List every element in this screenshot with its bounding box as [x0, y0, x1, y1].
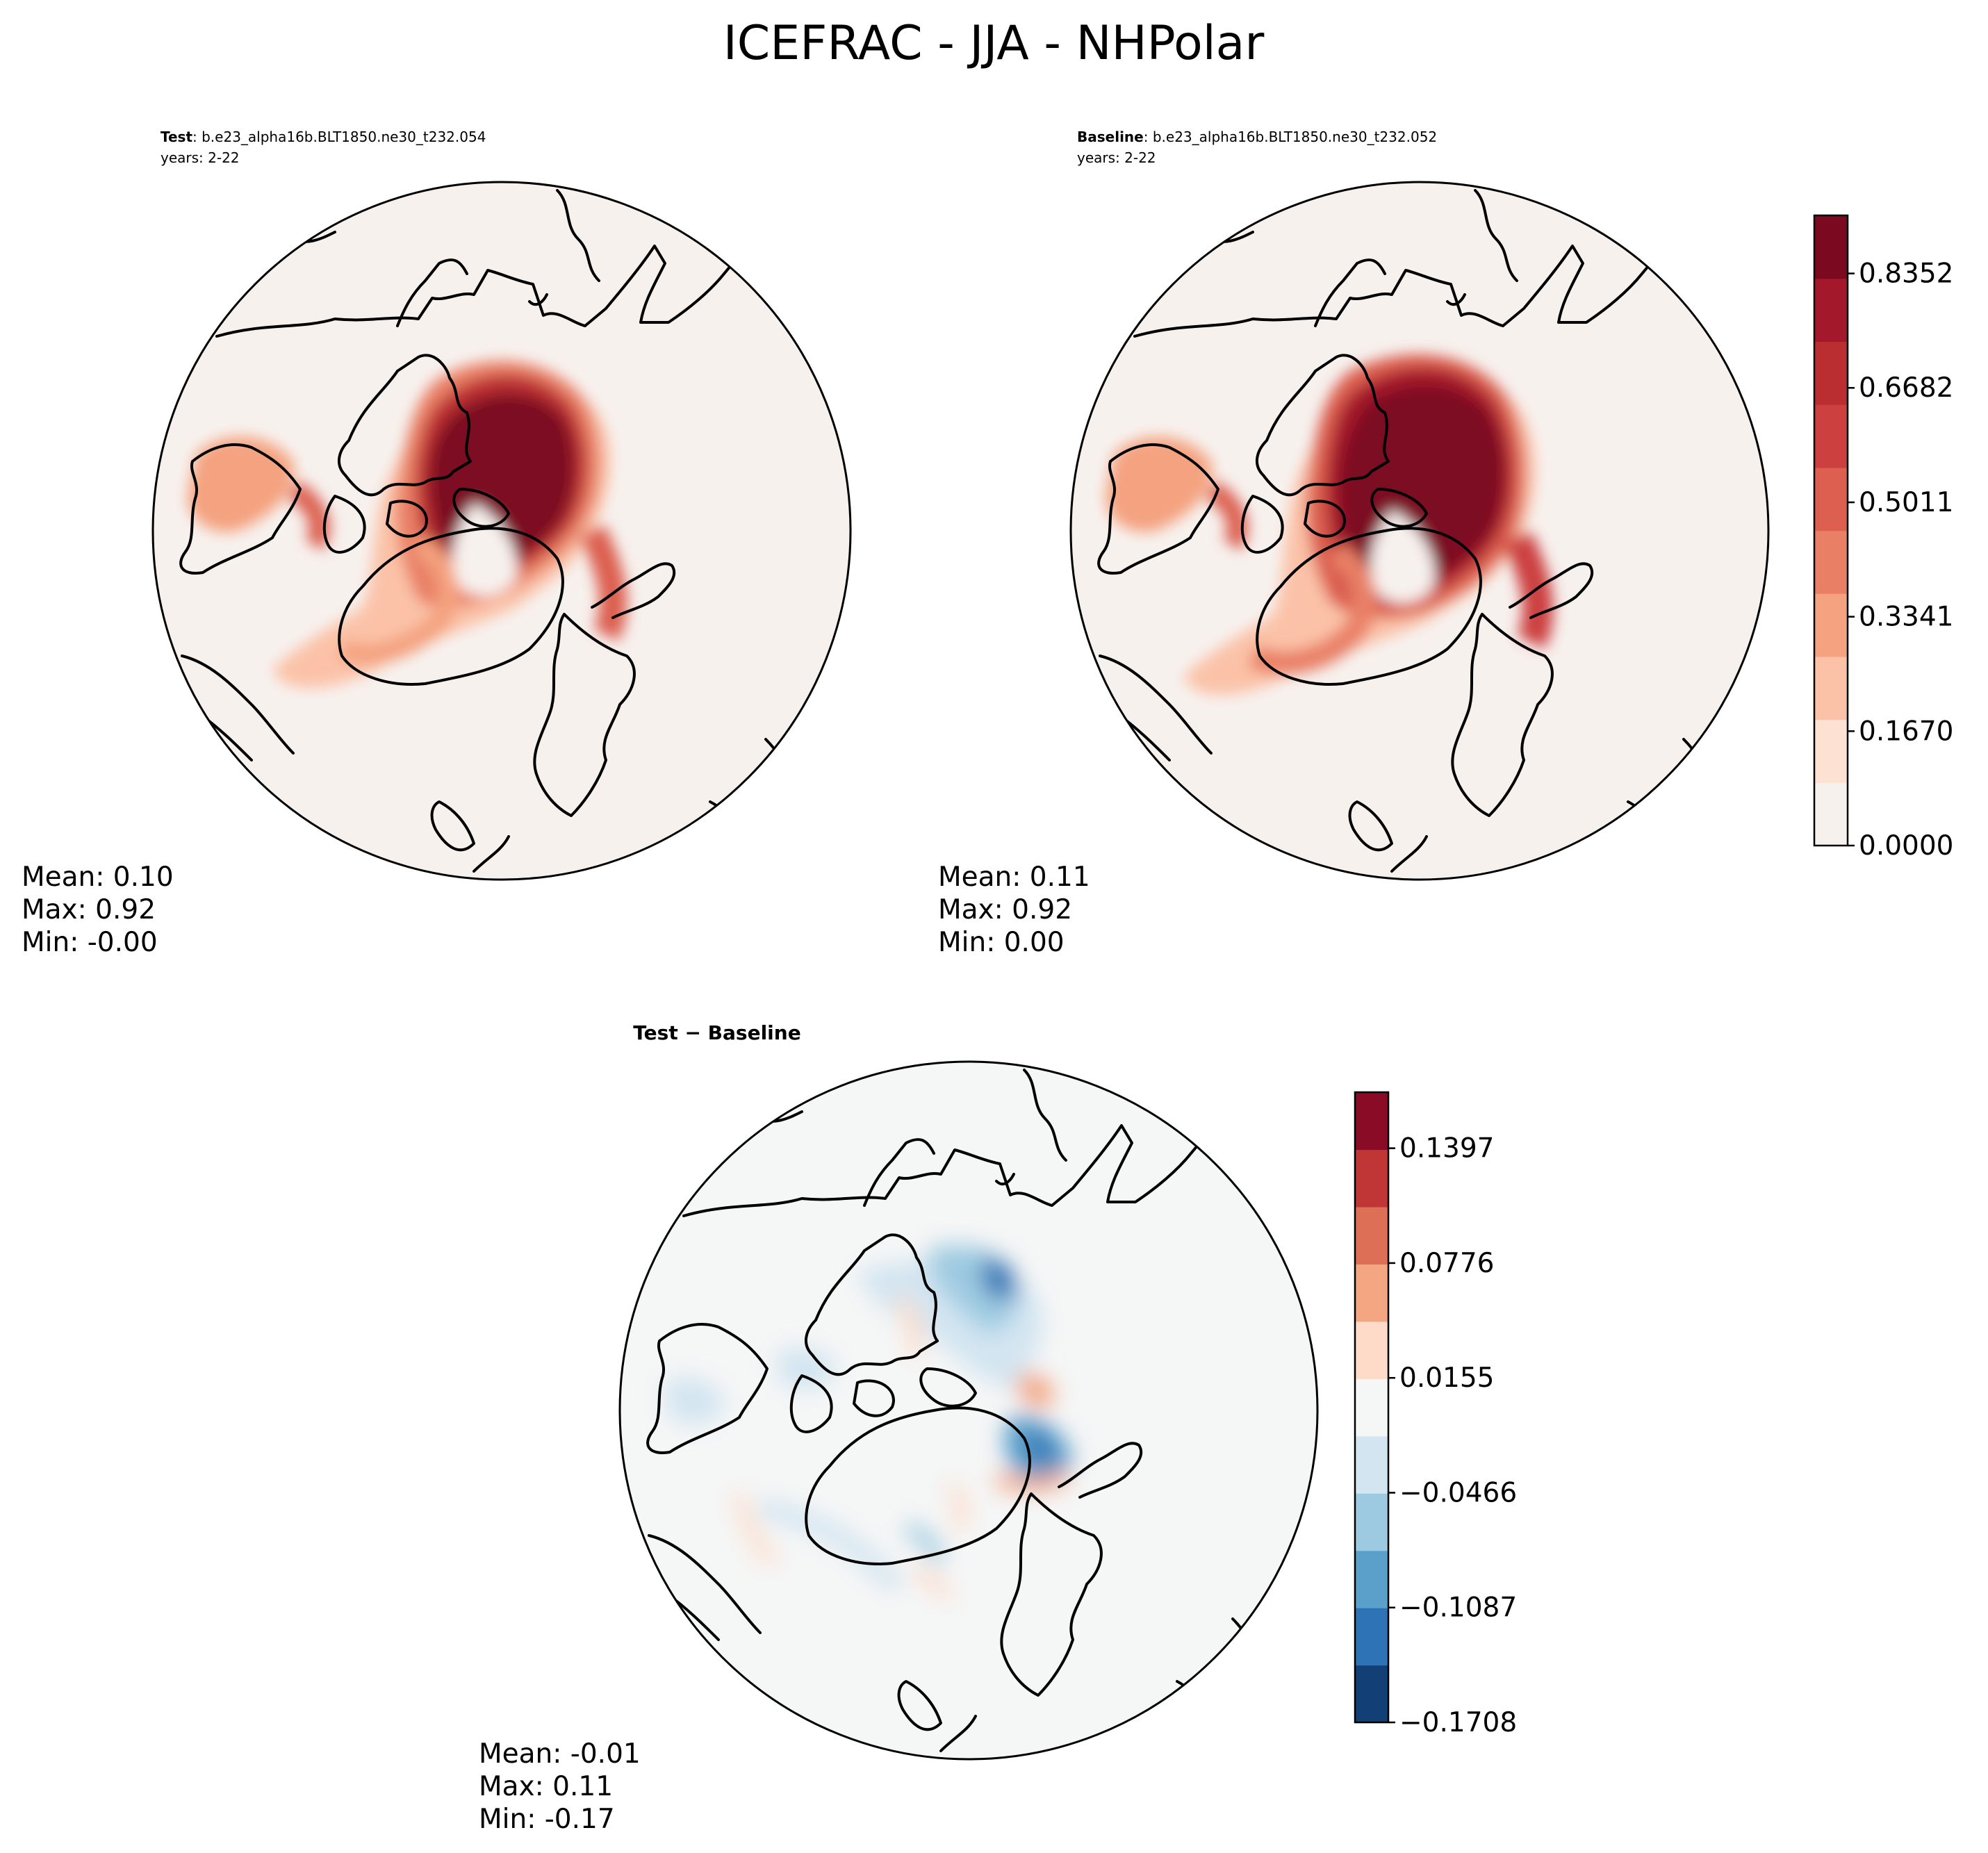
difference-colorbar-tick-label: 0.0776 — [1399, 1248, 1494, 1279]
difference-colorbar-tick-label: −0.1708 — [1399, 1707, 1517, 1738]
icefrac-colorbar-segment — [1814, 782, 1848, 846]
difference-stat-max: Max: 0.11 — [479, 1771, 613, 1802]
difference-colorbar-segment — [1355, 1493, 1388, 1551]
difference-title: Test − Baseline — [633, 1021, 800, 1044]
icefrac-colorbar-outline — [1813, 214, 1849, 847]
difference-colorbar-tick-label: −0.0466 — [1399, 1477, 1517, 1508]
baseline-years: years: 2-22 — [1077, 149, 1156, 166]
baseline-stat-max: Max: 0.92 — [938, 894, 1072, 925]
difference-map — [618, 1060, 1319, 1761]
difference-stat-min: Min: -0.17 — [479, 1804, 615, 1835]
baseline-stat-min: Min: 0.00 — [938, 927, 1065, 958]
difference-colorbar-segment — [1355, 1550, 1388, 1608]
icefrac-colorbar-segment — [1814, 404, 1848, 468]
difference-colorbar-tick-label: 0.1397 — [1399, 1133, 1494, 1164]
icefrac-colorbar-tick-label: 0.8352 — [1859, 258, 1953, 290]
icefrac-colorbar-tick-label: 0.3341 — [1859, 602, 1953, 633]
icefrac-colorbar-segment — [1814, 215, 1848, 279]
baseline-map-boundary — [1069, 181, 1770, 881]
baseline-ice-field — [1097, 189, 1761, 873]
baseline-run-label: Baseline: b.e23_alpha16b.BLT1850.ne30_t2… — [1077, 129, 1437, 145]
test-stat-max: Max: 0.92 — [22, 894, 156, 925]
difference-colorbar-segment — [1355, 1206, 1388, 1265]
test-run-label: Test: b.e23_alpha16b.BLT1850.ne30_t232.0… — [161, 129, 486, 145]
difference-colorbar-segment — [1355, 1435, 1388, 1494]
difference-map-background — [620, 1062, 1317, 1759]
icefrac-colorbar-segment — [1814, 341, 1848, 405]
difference-colorbar-segment — [1355, 1149, 1388, 1208]
difference-colorbar-outline — [1354, 1091, 1390, 1724]
baseline-label-bold: Baseline — [1077, 129, 1144, 145]
test-stat-mean: Mean: 0.10 — [22, 862, 174, 893]
icefrac-colorbar-tick-label: 0.5011 — [1859, 487, 1953, 518]
difference-field — [646, 1069, 1311, 1752]
test-panel: Test: b.e23_alpha16b.BLT1850.ne30_t232.0… — [22, 129, 852, 958]
icefrac-colorbar-tick-label: 0.1670 — [1859, 716, 1953, 747]
baseline-stat-mean: Mean: 0.11 — [938, 862, 1090, 893]
icefrac-colorbar: 0.0000 0.1670 0.3341 0.5011 0.6682 0.8352 — [1813, 214, 1953, 862]
difference-colorbar-tick-label: 0.0155 — [1399, 1362, 1494, 1394]
icefrac-colorbar-segment — [1814, 467, 1848, 532]
icefrac-colorbar-segment — [1814, 278, 1848, 342]
difference-panel: Test − Baseline — [479, 1021, 1319, 1835]
difference-colorbar-segment — [1355, 1665, 1388, 1723]
test-label-bold: Test — [161, 129, 192, 145]
figure-title: ICEFRAC - JJA - NHPolar — [723, 16, 1265, 71]
icefrac-colorbar-segment — [1814, 656, 1848, 720]
difference-colorbar-segment — [1355, 1321, 1388, 1379]
icefrac-colorbar-segment — [1814, 530, 1848, 594]
icefrac-colorbar-segment — [1814, 719, 1848, 783]
icefrac-colorbar-segment — [1814, 593, 1848, 657]
difference-colorbar-tick-label: −0.1087 — [1399, 1592, 1517, 1624]
icefrac-colorbar-tick-label: 0.6682 — [1859, 372, 1953, 404]
difference-stat-mean: Mean: -0.01 — [479, 1738, 641, 1770]
icefrac-colorbar-tick-label: 0.0000 — [1859, 830, 1953, 862]
difference-map-boundary — [618, 1060, 1319, 1761]
test-stat-min: Min: -0.00 — [22, 927, 158, 958]
difference-colorbar: −0.1708 −0.1087 −0.0466 0.0155 0.0776 0.1397 — [1354, 1091, 1517, 1738]
test-label-run: : b.e23_alpha16b.BLT1850.ne30_t232.054 — [192, 129, 486, 145]
baseline-map — [1069, 181, 1770, 881]
baseline-panel: Baseline: b.e23_alpha16b.BLT1850.ne30_t2… — [938, 129, 1770, 958]
test-map-boundary — [151, 181, 852, 881]
difference-colorbar-segment — [1355, 1092, 1388, 1151]
baseline-label-run: : b.e23_alpha16b.BLT1850.ne30_t232.052 — [1144, 129, 1437, 145]
difference-colorbar-segment — [1355, 1608, 1388, 1666]
difference-colorbar-segment — [1355, 1378, 1388, 1437]
difference-colorbar-segment — [1355, 1264, 1388, 1322]
test-years: years: 2-22 — [161, 149, 240, 166]
test-map — [151, 181, 852, 881]
test-ice-field — [179, 189, 844, 873]
